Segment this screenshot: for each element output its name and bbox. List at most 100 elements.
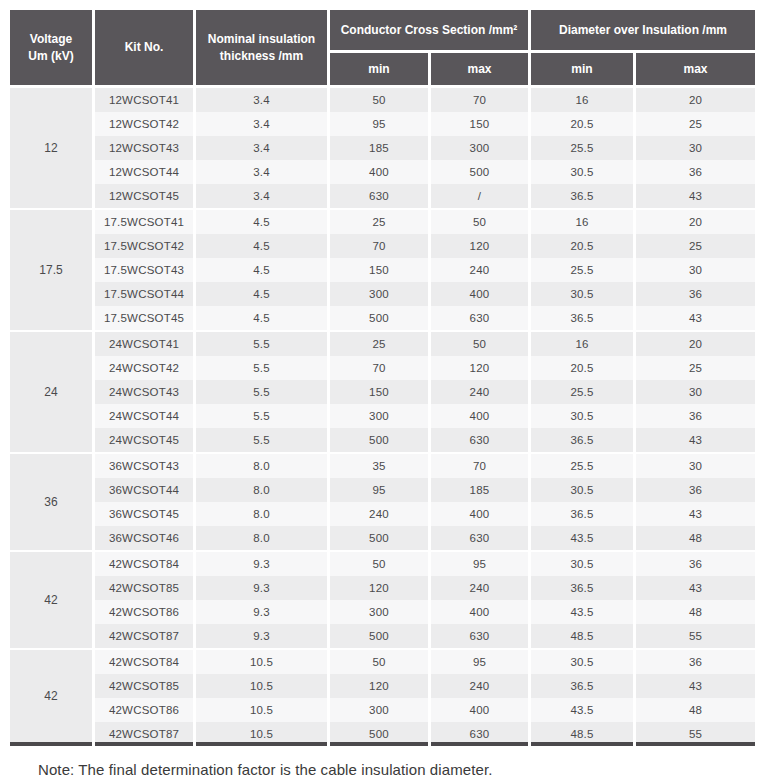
table-cell: 4.5	[196, 258, 327, 282]
table-cell: 30	[636, 258, 755, 282]
table-cell: 150	[330, 380, 428, 404]
voltage-cell: 42	[10, 552, 92, 648]
kit-no-cell: 12WCSOT41	[95, 88, 193, 112]
kit-no-cell: 42WCSOT86	[95, 698, 193, 722]
kit-no-cell: 24WCSOT42	[95, 356, 193, 380]
table-cell: 50	[330, 552, 428, 576]
table-cell: 4.5	[196, 282, 327, 306]
table-cell: 120	[330, 576, 428, 600]
kit-no-cell: 42WCSOT84	[95, 552, 193, 576]
table-cell: 3.4	[196, 136, 327, 160]
table-cell: 5.5	[196, 404, 327, 428]
table-cell: 10.5	[196, 722, 327, 746]
col-header-ccs-max: max	[431, 53, 528, 85]
voltage-cell: 42	[10, 650, 92, 746]
table-cell: 36.5	[531, 576, 633, 600]
table-cell: 36.5	[531, 184, 633, 208]
table-cell: 43	[636, 306, 755, 330]
kit-no-cell: 36WCSOT46	[95, 526, 193, 550]
table-cell: 3.4	[196, 112, 327, 136]
table-cell: 400	[431, 698, 528, 722]
table-cell: 36.5	[531, 428, 633, 452]
table-cell: 8.0	[196, 454, 327, 478]
table-cell: 43	[636, 674, 755, 698]
table-cell: 95	[431, 650, 528, 674]
table-cell: 30.5	[531, 478, 633, 502]
table-cell: 48	[636, 600, 755, 624]
kit-no-cell: 42WCSOT85	[95, 576, 193, 600]
table-cell: 400	[431, 600, 528, 624]
kit-no-cell: 12WCSOT45	[95, 184, 193, 208]
voltage-group-5: 4242WCSOT8410.5509530.53642WCSOT8510.512…	[10, 650, 755, 746]
table-cell: 5.5	[196, 428, 327, 452]
kit-no-cell: 42WCSOT87	[95, 624, 193, 648]
table-cell: 16	[531, 332, 633, 356]
table-cell: 5.5	[196, 356, 327, 380]
table-cell: 25	[636, 112, 755, 136]
table-cell: 25	[330, 332, 428, 356]
table-cell: 36	[636, 160, 755, 184]
table-cell: 240	[330, 502, 428, 526]
table-cell: 630	[431, 624, 528, 648]
table-cell: 48.5	[531, 722, 633, 746]
table-cell: 16	[531, 88, 633, 112]
kit-no-cell: 24WCSOT41	[95, 332, 193, 356]
kit-no-cell: 17.5WCSOT42	[95, 234, 193, 258]
table-cell: 400	[431, 282, 528, 306]
table-cell: 3.4	[196, 184, 327, 208]
table-cell: 300	[330, 698, 428, 722]
table-cell: 9.3	[196, 552, 327, 576]
table-cell: 25	[636, 356, 755, 380]
table-cell: 43	[636, 428, 755, 452]
table-cell: /	[431, 184, 528, 208]
table-body: 1212WCSOT413.45070162012WCSOT423.4951502…	[10, 88, 755, 746]
table-cell: 43.5	[531, 526, 633, 550]
voltage-group-0: 1212WCSOT413.45070162012WCSOT423.4951502…	[10, 88, 755, 208]
voltage-cell: 24	[10, 332, 92, 452]
table-cell: 20	[636, 210, 755, 234]
table-cell: 500	[330, 306, 428, 330]
table-cell: 25	[636, 234, 755, 258]
table-cell: 50	[431, 210, 528, 234]
table-cell: 240	[431, 258, 528, 282]
table-cell: 25.5	[531, 454, 633, 478]
table-cell: 20	[636, 332, 755, 356]
table-cell: 8.0	[196, 478, 327, 502]
table-cell: 43	[636, 184, 755, 208]
table-cell: 630	[330, 184, 428, 208]
kit-no-cell: 36WCSOT43	[95, 454, 193, 478]
table-cell: 8.0	[196, 502, 327, 526]
table-cell: 20.5	[531, 356, 633, 380]
table-cell: 4.5	[196, 306, 327, 330]
table-cell: 50	[431, 332, 528, 356]
kit-no-cell: 42WCSOT87	[95, 722, 193, 746]
table-cell: 240	[431, 674, 528, 698]
table-cell: 300	[330, 282, 428, 306]
table-cell: 25.5	[531, 258, 633, 282]
table-cell: 36	[636, 282, 755, 306]
table-cell: 50	[330, 650, 428, 674]
kit-no-cell: 17.5WCSOT44	[95, 282, 193, 306]
table-cell: 36	[636, 478, 755, 502]
table-cell: 25.5	[531, 136, 633, 160]
voltage-cell: 17.5	[10, 210, 92, 330]
voltage-cell: 12	[10, 88, 92, 208]
voltage-group-1: 17.517.5WCSOT414.52550162017.5WCSOT424.5…	[10, 210, 755, 330]
table-cell: 30	[636, 380, 755, 404]
table-cell: 48	[636, 526, 755, 550]
table-cell: 95	[431, 552, 528, 576]
table-cell: 500	[330, 624, 428, 648]
table-cell: 240	[431, 576, 528, 600]
table-cell: 43.5	[531, 698, 633, 722]
table-cell: 25.5	[531, 380, 633, 404]
table-cell: 5.5	[196, 380, 327, 404]
table-cell: 48.5	[531, 624, 633, 648]
table-cell: 36.5	[531, 306, 633, 330]
table-cell: 50	[330, 88, 428, 112]
table-cell: 35	[330, 454, 428, 478]
table-cell: 120	[431, 356, 528, 380]
col-header-dia-min: min	[531, 53, 633, 85]
voltage-group-3: 3636WCSOT438.0357025.53036WCSOT448.09518…	[10, 454, 755, 550]
table-cell: 48	[636, 698, 755, 722]
kit-no-cell: 12WCSOT44	[95, 160, 193, 184]
